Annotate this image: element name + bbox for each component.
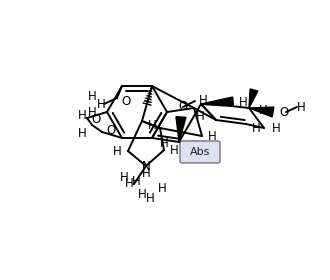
Text: H: H: [88, 106, 96, 118]
Polygon shape: [249, 107, 274, 117]
Text: H: H: [148, 120, 156, 132]
Text: H: H: [199, 94, 207, 108]
Text: O: O: [91, 113, 100, 125]
Polygon shape: [176, 116, 186, 142]
Text: H: H: [239, 95, 248, 109]
Text: O: O: [179, 101, 188, 113]
Text: Abs: Abs: [190, 147, 210, 157]
Text: H: H: [146, 192, 154, 204]
Text: H: H: [78, 127, 86, 141]
Text: O: O: [279, 106, 288, 118]
Text: H: H: [272, 122, 281, 134]
Polygon shape: [249, 89, 258, 108]
Text: H: H: [252, 122, 261, 134]
Text: H: H: [170, 144, 179, 157]
Text: H: H: [160, 137, 169, 150]
Text: H: H: [142, 167, 150, 179]
Text: H: H: [113, 144, 122, 158]
Text: H: H: [120, 171, 128, 183]
Polygon shape: [201, 97, 233, 105]
FancyBboxPatch shape: [180, 141, 220, 163]
Text: O: O: [106, 125, 115, 137]
Text: H: H: [125, 176, 134, 190]
Text: H: H: [158, 181, 166, 195]
Text: H: H: [132, 174, 140, 188]
Text: H: H: [88, 90, 96, 102]
Text: H: H: [97, 97, 106, 111]
Text: H: H: [297, 101, 305, 113]
Text: H: H: [196, 109, 205, 123]
Text: N: N: [142, 160, 150, 172]
Text: H: H: [208, 130, 217, 143]
Text: H: H: [78, 109, 86, 122]
Text: H: H: [138, 188, 147, 200]
Text: O: O: [121, 95, 130, 108]
Text: H: H: [259, 104, 268, 116]
